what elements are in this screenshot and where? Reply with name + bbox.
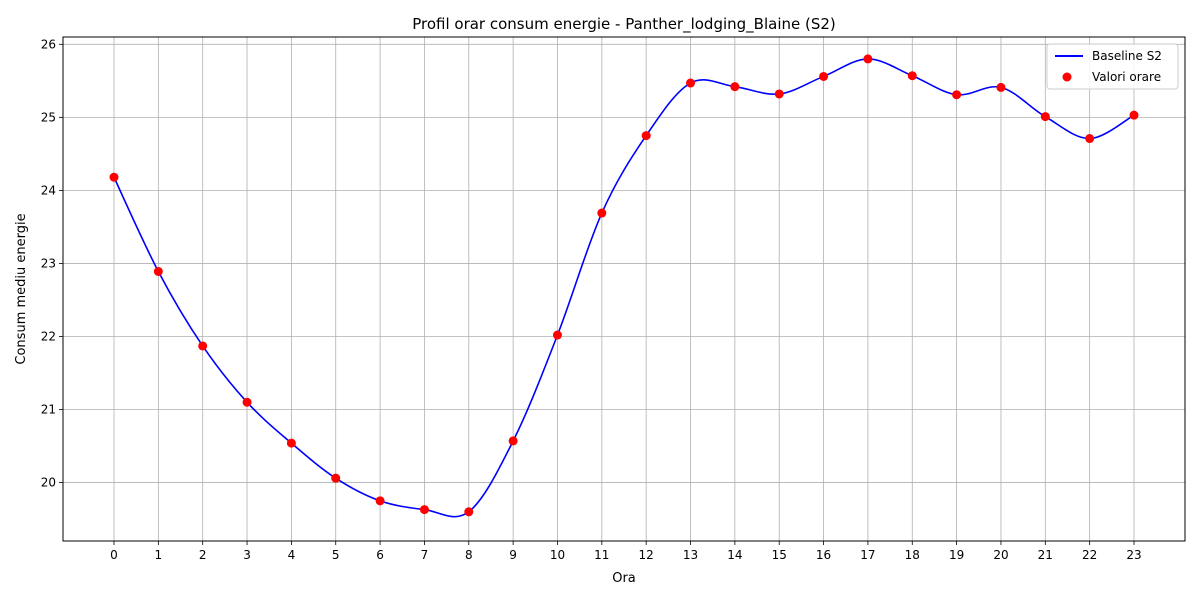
hourly-value-point [419,505,429,515]
y-tick-label: 24 [41,183,56,197]
x-tick-label: 21 [1038,548,1053,562]
hourly-value-point [153,266,163,276]
hourly-value-point [863,54,873,64]
plot-frame [62,36,1186,542]
hourly-value-point [597,208,607,218]
hourly-value-point [375,496,385,506]
hourly-value-point [242,397,252,407]
hourly-value-point [1085,134,1095,144]
x-tick-label: 3 [243,548,251,562]
hourly-value-point [819,71,829,81]
hourly-value-point [730,82,740,92]
x-tick-label: 19 [949,548,964,562]
hourly-value-point [996,82,1006,92]
x-tick-label: 18 [905,548,920,562]
y-tick-label: 25 [41,110,56,124]
x-tick-label: 2 [199,548,207,562]
y-tick-label: 20 [41,476,56,490]
y-tick-label: 21 [41,403,56,417]
x-tick-label: 6 [376,548,384,562]
x-tick-label: 12 [639,548,654,562]
y-tick-label: 23 [41,256,56,270]
hourly-value-point [774,89,784,99]
x-tick-label: 13 [683,548,698,562]
hourly-value-point [198,341,208,351]
hourly-value-point [641,131,651,141]
hourly-value-point [109,172,119,182]
x-tick-label: 5 [332,548,340,562]
hourly-value-point [686,78,696,88]
y-axis-label: Consum mediu energie [14,213,29,364]
x-tick-label: 1 [155,548,163,562]
y-tick-label: 22 [41,329,56,343]
hourly-value-point [1129,110,1139,120]
x-tick-label: 15 [772,548,787,562]
x-tick-label: 8 [465,548,473,562]
hourly-value-point [464,507,474,517]
chart-title: Profil orar consum energie - Panther_lod… [412,15,836,34]
grid [63,37,1185,541]
x-tick-label: 14 [727,548,742,562]
x-tick-label: 7 [421,548,429,562]
x-tick-label: 23 [1126,548,1141,562]
x-tick-label: 17 [860,548,875,562]
legend-label-line: Baseline S2 [1092,49,1162,63]
axes: 0 1 2 3 4 5 6 7 8 9 10 11 12 13 14 15 16 17 18 19 20 21 22 2320… [41,37,1142,562]
hourly-value-point [952,90,962,100]
hourly-value-point [552,330,562,340]
y-tick-label: 26 [41,37,56,51]
hourly-value-point [907,71,917,81]
legend: Baseline S2 Valori orare [1046,43,1179,90]
x-tick-label: 22 [1082,548,1097,562]
x-tick-label: 20 [993,548,1008,562]
x-tick-label: 4 [288,548,296,562]
x-tick-label: 0 [110,548,118,562]
x-tick-label: 11 [594,548,609,562]
legend-label-scatter: Valori orare [1092,70,1161,84]
x-tick-label: 10 [550,548,565,562]
hourly-value-point [331,473,341,483]
x-axis-label: Ora [612,571,636,586]
x-tick-label: 16 [816,548,831,562]
legend-scatter-marker [1062,72,1072,82]
hourly-value-point [1040,112,1050,122]
hourly-value-point [508,436,518,446]
hourly-value-point [286,438,296,448]
x-tick-label: 9 [509,548,517,562]
series-layer [109,54,1139,518]
